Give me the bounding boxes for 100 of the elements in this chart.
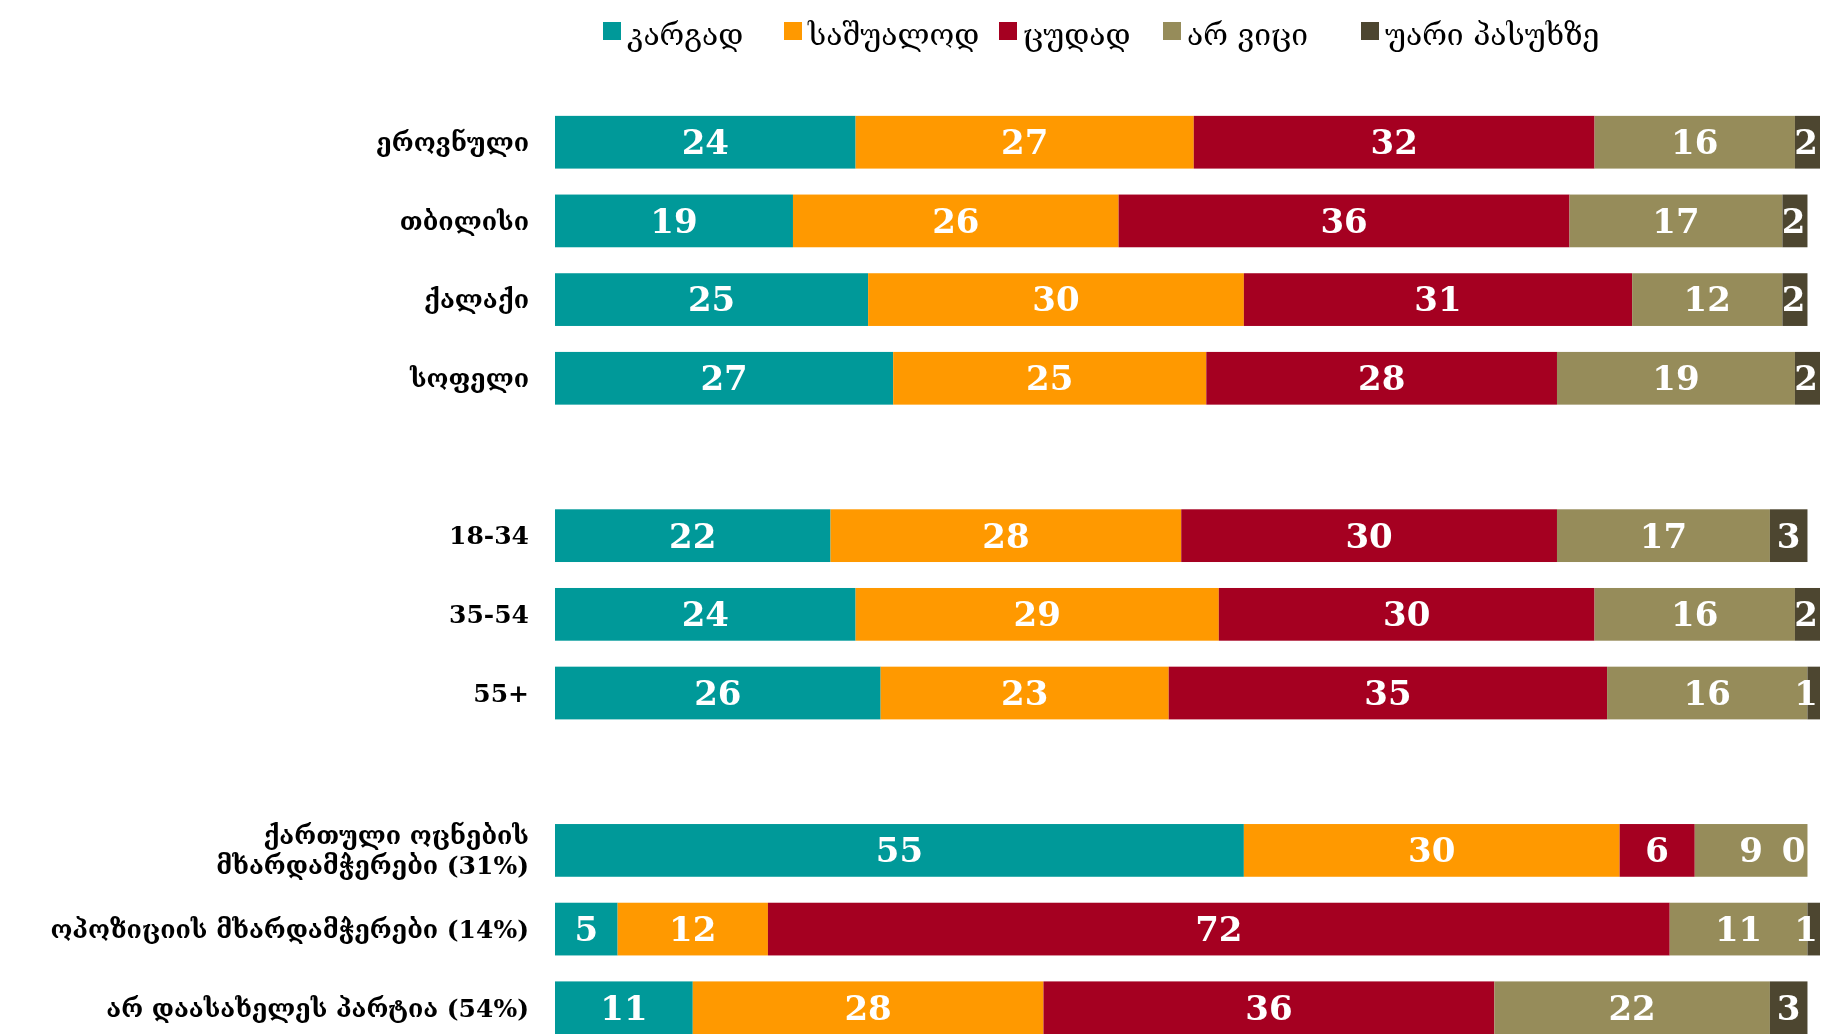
data-label: 27 xyxy=(700,358,748,399)
data-label: 1 xyxy=(1794,908,1818,949)
bar xyxy=(1594,115,1795,169)
bar xyxy=(555,115,856,169)
bar xyxy=(855,587,1219,641)
y-tick-label: 55+ xyxy=(473,678,529,708)
data-label: 12 xyxy=(1683,279,1731,320)
bar xyxy=(1556,351,1795,405)
data-label: 16 xyxy=(1683,672,1731,713)
y-tick-label: ეროვნული xyxy=(376,127,529,157)
bar xyxy=(868,273,1244,326)
legend-label: არ ვიცი xyxy=(1187,16,1309,52)
data-label: 28 xyxy=(982,515,1030,556)
bar xyxy=(555,194,793,248)
legend-label: კარგად xyxy=(627,16,744,52)
data-label: 16 xyxy=(1671,594,1719,635)
data-label: 30 xyxy=(1345,515,1393,556)
bar xyxy=(792,194,1119,248)
legend-label: ცუდად xyxy=(1023,16,1131,52)
data-label: 2 xyxy=(1781,279,1806,320)
bar xyxy=(830,509,1182,563)
data-label: 24 xyxy=(681,122,729,163)
data-label: 23 xyxy=(1001,672,1049,713)
bar xyxy=(1243,824,1620,877)
y-tick-label: 18-34 xyxy=(449,521,529,551)
data-label: 16 xyxy=(1671,122,1719,163)
bar xyxy=(1619,824,1695,877)
bar xyxy=(1168,666,1608,720)
data-label: 30 xyxy=(1408,830,1456,871)
data-label: 3 xyxy=(1776,515,1801,556)
bar xyxy=(1218,587,1595,641)
data-label: 25 xyxy=(687,279,736,320)
data-label: 30 xyxy=(1032,279,1080,320)
data-label: 25 xyxy=(1026,358,1074,399)
y-tick-label: სოფელი xyxy=(408,364,529,394)
y-tick-label: ქართული ოცნების მხარდამჭერები (31%) xyxy=(216,821,529,881)
legend-label: საშუალოდ xyxy=(807,16,980,52)
bar xyxy=(767,902,1670,956)
data-label: 2 xyxy=(1781,200,1806,241)
data-label: 24 xyxy=(681,594,729,635)
data-label: 27 xyxy=(1001,122,1049,163)
y-tick-label: ქალაქი xyxy=(424,285,529,315)
bar xyxy=(555,509,831,563)
data-label: 29 xyxy=(1013,594,1061,635)
data-label: 35 xyxy=(1364,672,1412,713)
bar xyxy=(555,824,1244,877)
data-label: 9 xyxy=(1739,830,1763,871)
bar xyxy=(617,902,768,956)
data-label: 72 xyxy=(1195,908,1243,949)
data-label: 22 xyxy=(669,515,717,556)
data-label: 11 xyxy=(1714,908,1763,949)
y-tick-label: არ დაასახელეს პარტია (54%) xyxy=(106,993,529,1023)
data-label: 22 xyxy=(1608,987,1656,1028)
bar xyxy=(1206,351,1557,405)
bar xyxy=(555,273,869,326)
data-label: 12 xyxy=(669,908,717,949)
bar xyxy=(555,902,618,956)
bar xyxy=(1556,509,1770,563)
data-label: 17 xyxy=(1652,200,1700,241)
data-label: 26 xyxy=(932,200,980,241)
y-tick-label: ოპოზიციის მხარდამჭერები (14%) xyxy=(50,914,529,944)
data-label: 28 xyxy=(1357,358,1406,399)
data-label: 26 xyxy=(694,672,742,713)
bar xyxy=(1043,981,1495,1034)
data-label: 3 xyxy=(1776,987,1801,1028)
bar xyxy=(893,351,1207,405)
bar xyxy=(1193,115,1595,169)
data-label: 19 xyxy=(1652,358,1700,399)
bar xyxy=(1243,273,1633,326)
data-label: 5 xyxy=(574,908,599,949)
data-label: 0 xyxy=(1781,830,1806,871)
data-label: 2 xyxy=(1794,358,1818,399)
data-label: 55 xyxy=(875,830,924,871)
legend-label: უარი პასუხზე xyxy=(1385,16,1600,52)
data-label: 30 xyxy=(1383,594,1431,635)
data-label: 19 xyxy=(650,200,698,241)
data-label: 6 xyxy=(1645,830,1670,871)
data-label: 2 xyxy=(1794,122,1818,163)
data-label: 31 xyxy=(1414,279,1462,320)
y-tick-label: თბილისი xyxy=(399,206,529,236)
bar xyxy=(1181,509,1557,563)
data-label: 36 xyxy=(1245,987,1293,1028)
bar xyxy=(555,981,693,1034)
data-label: 11 xyxy=(600,987,648,1028)
bar xyxy=(555,587,856,641)
bar xyxy=(880,666,1169,720)
data-label: 36 xyxy=(1320,200,1368,241)
bar xyxy=(1632,273,1783,326)
bar xyxy=(1494,981,1770,1034)
data-label: 32 xyxy=(1370,122,1418,163)
bar xyxy=(692,981,1044,1034)
bar xyxy=(1118,194,1570,248)
data-label: 2 xyxy=(1794,594,1818,635)
y-tick-label: 35-54 xyxy=(449,600,529,630)
data-label: 28 xyxy=(844,987,892,1028)
bar xyxy=(555,351,894,405)
bar xyxy=(1569,194,1783,248)
data-label: 17 xyxy=(1639,515,1688,556)
bar xyxy=(1594,587,1795,641)
bar xyxy=(555,666,881,720)
